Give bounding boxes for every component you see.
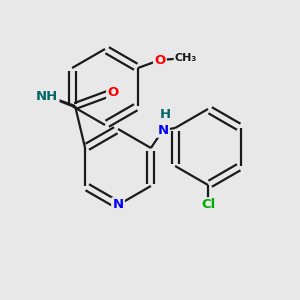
Text: Cl: Cl	[201, 199, 215, 212]
Text: N: N	[158, 124, 169, 136]
Text: N: N	[112, 199, 124, 212]
Text: O: O	[107, 85, 119, 98]
Text: NH: NH	[36, 89, 58, 103]
Text: H: H	[159, 107, 171, 121]
Text: O: O	[154, 53, 166, 67]
Text: CH₃: CH₃	[175, 53, 197, 63]
